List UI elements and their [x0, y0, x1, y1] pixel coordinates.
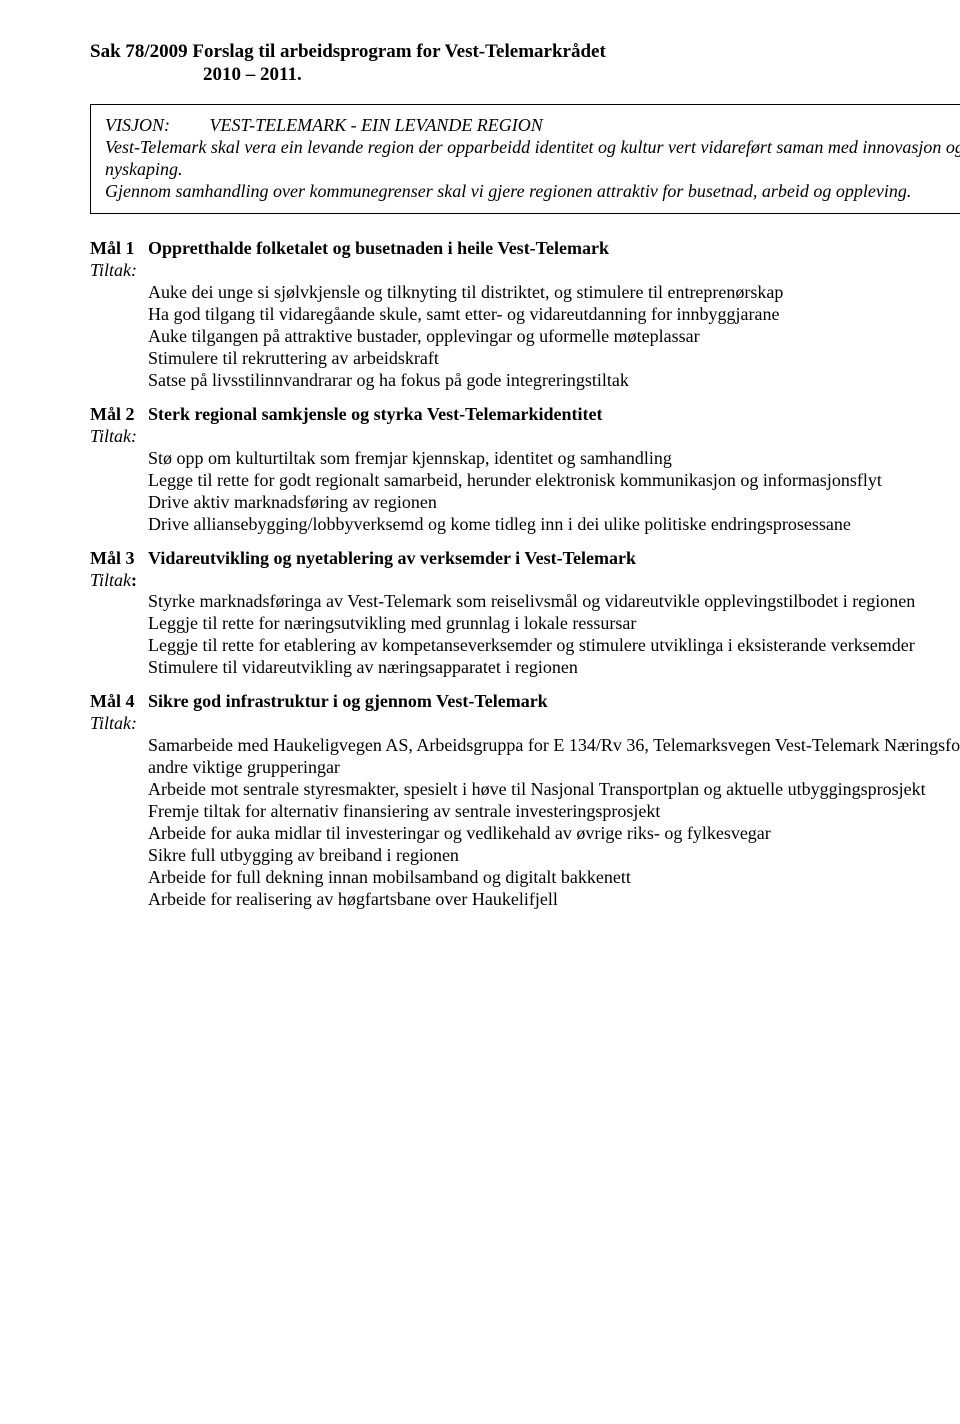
- title-line1: Sak 78/2009 Forslag til arbeidsprogram f…: [90, 41, 606, 62]
- goal-3-items: Styrke marknadsføringa av Vest-Telemark …: [148, 591, 960, 679]
- goal-4-tiltak-label: Tiltak:: [90, 713, 960, 735]
- goal-3-item: Styrke marknadsføringa av Vest-Telemark …: [148, 591, 960, 613]
- goal-2-item: Stø opp om kulturtiltak som fremjar kjen…: [148, 448, 960, 470]
- goal-4: Mål 4Sikre god infrastruktur i og gjenno…: [90, 691, 960, 911]
- goal-3-tiltak-label: Tiltak:: [90, 570, 960, 592]
- page-title: Sak 78/2009 Forslag til arbeidsprogram f…: [90, 40, 960, 86]
- goal-1-tiltak-label: Tiltak:: [90, 260, 960, 282]
- goal-2-label: Mål 2: [90, 404, 148, 426]
- goal-1-items: Auke dei unge si sjølvkjensle og tilknyt…: [148, 282, 960, 392]
- goal-4-item: Fremje tiltak for alternativ finansierin…: [148, 801, 960, 823]
- vision-box: VISJON: VEST-TELEMARK - EIN LEVANDE REGI…: [90, 104, 960, 214]
- vision-label: VISJON:: [105, 115, 205, 137]
- goal-3-heading: Mål 3Vidareutvikling og nyetablering av …: [90, 548, 960, 570]
- goal-4-label: Mål 4: [90, 691, 148, 713]
- goal-4-item: Arbeide mot sentrale styresmakter, spesi…: [148, 779, 960, 801]
- goal-2-item: Drive alliansebygging/lobbyverksemd og k…: [148, 514, 960, 536]
- goal-3-item: Leggje til rette for næringsutvikling me…: [148, 613, 960, 635]
- goal-2: Mål 2Sterk regional samkjensle og styrka…: [90, 404, 960, 536]
- goal-4-items: Samarbeide med Haukeligvegen AS, Arbeids…: [148, 735, 960, 911]
- goal-2-title: Sterk regional samkjensle og styrka Vest…: [148, 404, 602, 424]
- goal-4-heading: Mål 4Sikre god infrastruktur i og gjenno…: [90, 691, 960, 713]
- vision-para-1: Vest-Telemark skal vera ein levande regi…: [105, 137, 960, 181]
- goal-4-item: Arbeide for full dekning innan mobilsamb…: [148, 867, 960, 889]
- tiltak-word: Tiltak: [90, 570, 131, 590]
- vision-para-2: Gjennom samhandling over kommunegrenser …: [105, 181, 960, 203]
- goal-2-items: Stø opp om kulturtiltak som fremjar kjen…: [148, 448, 960, 536]
- goal-2-tiltak-label: Tiltak:: [90, 426, 960, 448]
- goal-1-item: Ha god tilgang til vidaregåande skule, s…: [148, 304, 960, 326]
- goal-1: Mål 1Oppretthalde folketalet og busetnad…: [90, 238, 960, 392]
- goal-1-item: Satse på livsstilinnvandrarar og ha foku…: [148, 370, 960, 392]
- goal-4-item: Arbeide for realisering av høgfartsbane …: [148, 889, 960, 911]
- goal-3-label: Mål 3: [90, 548, 148, 570]
- title-line2: 2010 – 2011.: [203, 64, 302, 85]
- goal-3-title: Vidareutvikling og nyetablering av verks…: [148, 548, 636, 568]
- goal-1-item: Auke dei unge si sjølvkjensle og tilknyt…: [148, 282, 960, 304]
- goal-1-item: Stimulere til rekruttering av arbeidskra…: [148, 348, 960, 370]
- goal-3-item: Stimulere til vidareutvikling av nærings…: [148, 657, 960, 679]
- goal-3: Mål 3Vidareutvikling og nyetablering av …: [90, 548, 960, 680]
- goal-1-heading: Mål 1Oppretthalde folketalet og busetnad…: [90, 238, 960, 260]
- vision-heading: VEST-TELEMARK - EIN LEVANDE REGION: [210, 115, 543, 135]
- goal-2-heading: Mål 2Sterk regional samkjensle og styrka…: [90, 404, 960, 426]
- goal-4-title: Sikre god infrastruktur i og gjennom Ves…: [148, 691, 548, 711]
- goal-4-item: Arbeide for auka midlar til investeringa…: [148, 823, 960, 845]
- goal-3-item: Leggje til rette for etablering av kompe…: [148, 635, 960, 657]
- goal-2-item: Drive aktiv marknadsføring av regionen: [148, 492, 960, 514]
- goal-2-item: Legge til rette for godt regionalt samar…: [148, 470, 960, 492]
- goal-1-label: Mål 1: [90, 238, 148, 260]
- goal-1-title: Oppretthalde folketalet og busetnaden i …: [148, 238, 609, 258]
- goal-4-item: Samarbeide med Haukeligvegen AS, Arbeids…: [148, 735, 960, 779]
- goal-1-item: Auke tilgangen på attraktive bustader, o…: [148, 326, 960, 348]
- goal-4-item: Sikre full utbygging av breiband i regio…: [148, 845, 960, 867]
